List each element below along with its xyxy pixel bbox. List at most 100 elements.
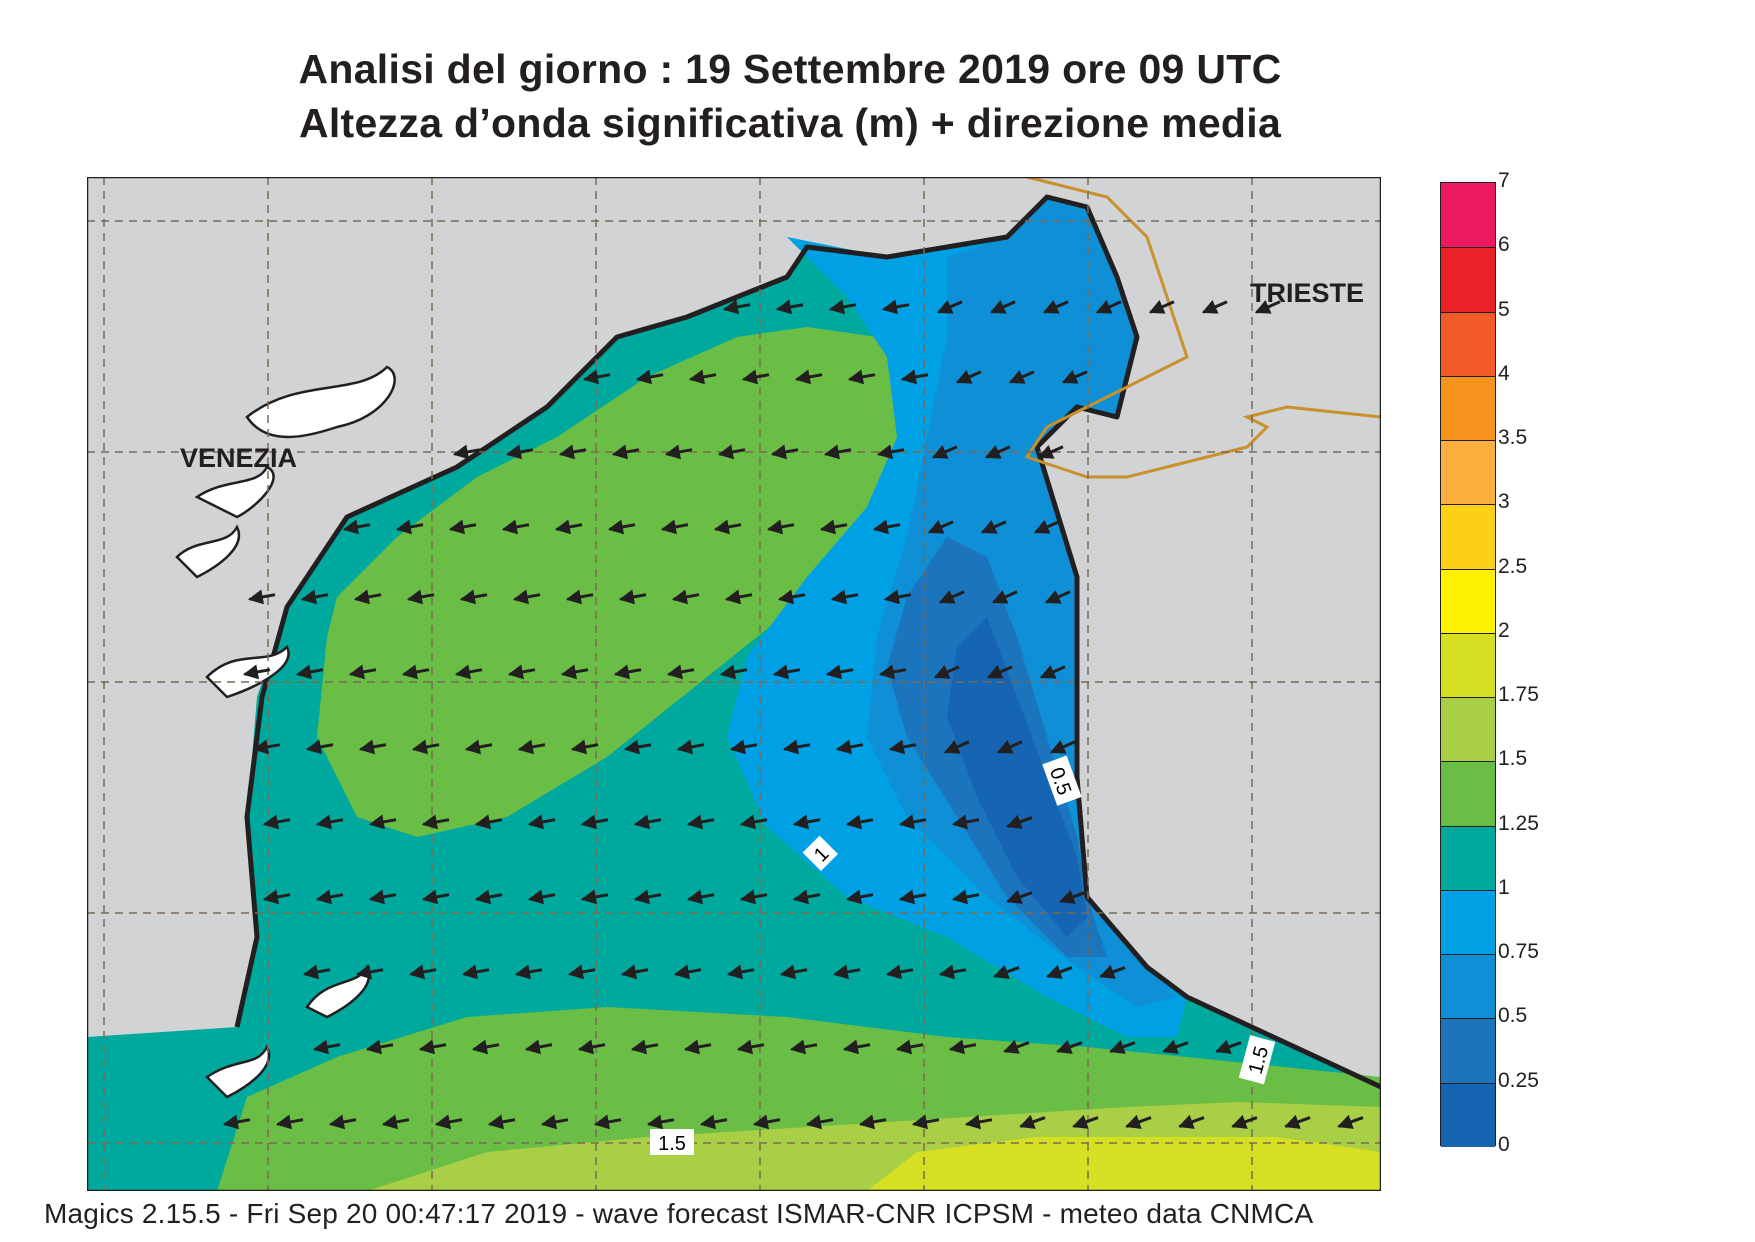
wave-arrow xyxy=(646,1114,675,1130)
wave-arrow xyxy=(1095,299,1122,314)
wave-arrow xyxy=(752,1114,781,1130)
wave-arrow xyxy=(514,964,543,980)
wave-arrow xyxy=(683,1039,712,1055)
colorbar-tick-label: 6 xyxy=(1498,233,1510,257)
wave-arrow xyxy=(448,519,477,535)
wave-arrow xyxy=(368,889,397,905)
wave-arrow xyxy=(421,814,450,830)
contour-label: 1 xyxy=(802,835,838,871)
wave-arrow xyxy=(933,664,960,679)
wave-arrow xyxy=(885,964,914,980)
wave-arrow xyxy=(517,739,546,755)
colorbar-tick-label: 0 xyxy=(1498,1133,1510,1156)
wave-arrow xyxy=(688,369,717,385)
wave-arrow xyxy=(729,739,758,755)
wave-arrow xyxy=(565,589,594,605)
wave-arrow xyxy=(736,1039,765,1055)
wave-arrow xyxy=(1178,1114,1205,1129)
wave-arrow xyxy=(418,1039,447,1055)
wave-arrow xyxy=(312,1039,341,1055)
wave-arrow xyxy=(487,1114,516,1130)
wave-arrow xyxy=(302,964,331,980)
wave-arrow xyxy=(847,369,876,385)
wave-arrow xyxy=(1059,889,1086,904)
wave-arrow xyxy=(724,589,753,605)
wave-arrow xyxy=(421,889,450,905)
wave-arrow xyxy=(560,664,589,680)
colorbar-tick-label: 1.75 xyxy=(1498,683,1539,707)
wave-arrow xyxy=(1284,1114,1311,1129)
wave-arrow xyxy=(355,964,384,980)
wave-arrow xyxy=(989,299,1016,314)
wave-arrow xyxy=(772,664,801,680)
wave-arrow xyxy=(328,1114,357,1130)
colorbar-swatch xyxy=(1441,632,1495,698)
wave-arrow xyxy=(1337,1114,1364,1129)
wave-arrow xyxy=(1019,1114,1046,1129)
wave-arrow xyxy=(1201,299,1228,314)
colorbar-tick-label: 0.75 xyxy=(1498,940,1539,964)
wave-arrow xyxy=(252,739,281,755)
wave-arrow xyxy=(1006,889,1033,904)
wave-arrow xyxy=(505,444,534,460)
wave-direction-arrows xyxy=(222,299,1364,1130)
wave-arrow xyxy=(295,664,324,680)
wave-arrow xyxy=(1042,299,1069,314)
wave-arrow xyxy=(770,444,799,460)
wave-arrow xyxy=(775,299,804,315)
wave-arrow xyxy=(474,814,503,830)
wave-arrow xyxy=(726,964,755,980)
wave-arrow xyxy=(845,814,874,830)
wave-arrow xyxy=(895,1039,924,1055)
border-line xyxy=(1024,177,1381,479)
colorbar-swatch xyxy=(1441,568,1495,633)
wave-arrow xyxy=(666,664,695,680)
wave-arrow xyxy=(593,1114,622,1130)
wave-arrow xyxy=(1056,1039,1083,1054)
wave-arrow xyxy=(777,589,806,605)
wave-arrow xyxy=(739,814,768,830)
wave-arrow xyxy=(262,889,291,905)
colorbar-tick-label: 7 xyxy=(1498,169,1510,192)
wave-arrow xyxy=(739,889,768,905)
colorbar-swatch xyxy=(1441,504,1495,569)
wave-arrow xyxy=(348,664,377,680)
wave-arrow xyxy=(242,664,271,680)
contour-label: 1.5 xyxy=(650,1129,694,1155)
wave-arrow xyxy=(1044,589,1071,604)
coastline xyxy=(234,194,1381,1090)
wave-arrow xyxy=(464,739,493,755)
wave-arrow xyxy=(676,739,705,755)
wave-arrow xyxy=(719,664,748,680)
wave-arrow xyxy=(406,589,435,605)
wave-arrow xyxy=(365,1039,394,1055)
wave-arrow xyxy=(927,519,954,534)
wave-arrow xyxy=(474,889,503,905)
wave-arrow xyxy=(613,664,642,680)
wave-arrow xyxy=(835,739,864,755)
colorbar-swatch xyxy=(1441,1082,1495,1147)
wave-arrow xyxy=(623,739,652,755)
wave-arrow xyxy=(554,519,583,535)
wave-arrow xyxy=(948,1039,977,1055)
map-subtitle: Altezza d’onda significativa (m) + direz… xyxy=(298,100,1282,146)
wave-arrow xyxy=(1125,1114,1152,1129)
wave-arrow xyxy=(611,444,640,460)
zone-0-25 xyxy=(947,617,1087,937)
wave-arrow xyxy=(247,589,276,605)
wave-arrow xyxy=(823,444,852,460)
colorbar-tick-label: 1.25 xyxy=(1498,811,1539,835)
wave-arrow xyxy=(1072,1114,1099,1129)
wave-arrow xyxy=(900,369,929,385)
wave-arrow xyxy=(931,444,958,459)
wave-arrow xyxy=(300,589,329,605)
wave-arrow xyxy=(558,444,587,460)
wave-arrow xyxy=(964,1114,993,1130)
wave-arrow xyxy=(664,444,693,460)
wave-arrow xyxy=(452,444,481,460)
wave-arrow xyxy=(315,889,344,905)
colorbar-tick-label: 5 xyxy=(1498,297,1510,321)
wave-arrow xyxy=(381,1114,410,1130)
wave-arrow xyxy=(883,589,912,605)
wave-arrow xyxy=(872,519,901,535)
